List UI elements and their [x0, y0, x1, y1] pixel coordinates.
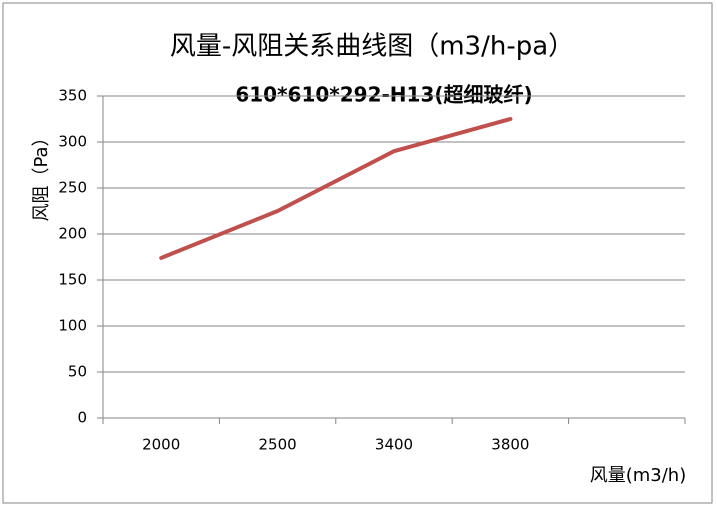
data-line [159, 117, 513, 260]
x-tick-label: 3800 [491, 436, 529, 454]
y-tick-label: 50 [68, 363, 87, 381]
y-tick-label: 350 [58, 87, 87, 105]
y-axis-label: 风阻（Pa） [31, 128, 52, 221]
chart-subtitle: 610*610*292-H13(超细玻纤) [235, 83, 532, 107]
y-tick-label: 200 [58, 225, 87, 243]
y-tick-label: 300 [58, 133, 87, 151]
x-axis-label: 风量(m3/h) [590, 465, 687, 486]
y-tick-label: 0 [77, 409, 87, 427]
x-tick-label: 2500 [259, 436, 297, 454]
chart-border [2, 2, 713, 504]
y-tick-label: 100 [58, 317, 87, 335]
x-tick-label: 2000 [142, 436, 180, 454]
y-tick-label: 250 [58, 179, 87, 197]
y-tick-label: 150 [58, 271, 87, 289]
chart-title: 风量-风阻关系曲线图（m3/h-pa） [170, 32, 574, 62]
x-tick-label: 3400 [375, 436, 413, 454]
